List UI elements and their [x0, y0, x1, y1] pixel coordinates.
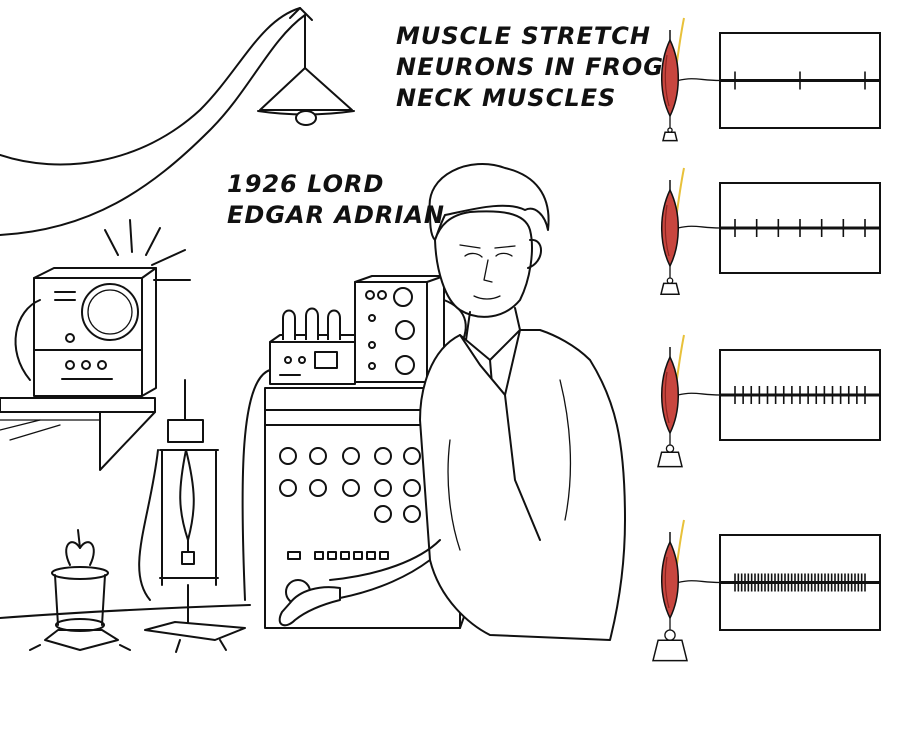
vacuum-tube-amplifier: [269, 307, 363, 385]
muscle: [661, 188, 679, 268]
electrode-wire: [677, 392, 721, 396]
weight: [652, 639, 688, 662]
ceiling-lamp: [0, 7, 355, 236]
flask-stand: [29, 529, 131, 651]
cable: [241, 369, 271, 601]
scientist-figure: [278, 163, 626, 641]
muscle: [661, 540, 679, 620]
muscle-fibers: [664, 54, 670, 107]
muscle-fibers: [664, 556, 670, 609]
scientist-label-line-2: Edgar Adrian: [227, 201, 445, 229]
weight: [657, 451, 683, 468]
title-line-2: Neurons in Frog: [396, 53, 664, 81]
title-line-1: Muscle Stretch: [396, 22, 651, 50]
muscle: [661, 355, 679, 435]
table-edge: [0, 604, 251, 619]
muscle: [661, 38, 679, 118]
speaker-box: [14, 219, 191, 397]
recordings-panel: [652, 17, 881, 662]
electrode-wire: [677, 580, 721, 584]
dial-grid: [279, 447, 421, 523]
control-panel: [354, 275, 445, 383]
weight-hook: [664, 629, 676, 641]
weight-hook: [665, 444, 675, 453]
weight-hook: [666, 277, 674, 285]
muscle-stand: [138, 379, 246, 653]
weight: [660, 282, 680, 295]
muscle-fibers: [664, 204, 670, 257]
electrode-wire: [677, 78, 721, 82]
electrode-wire: [677, 225, 721, 229]
scientist-label-line-1: 1926 Lord: [227, 170, 385, 198]
shelf: [0, 397, 156, 471]
weight: [662, 131, 678, 142]
muscle-fibers: [664, 371, 670, 424]
title-line-3: Neck Muscles: [396, 84, 617, 112]
